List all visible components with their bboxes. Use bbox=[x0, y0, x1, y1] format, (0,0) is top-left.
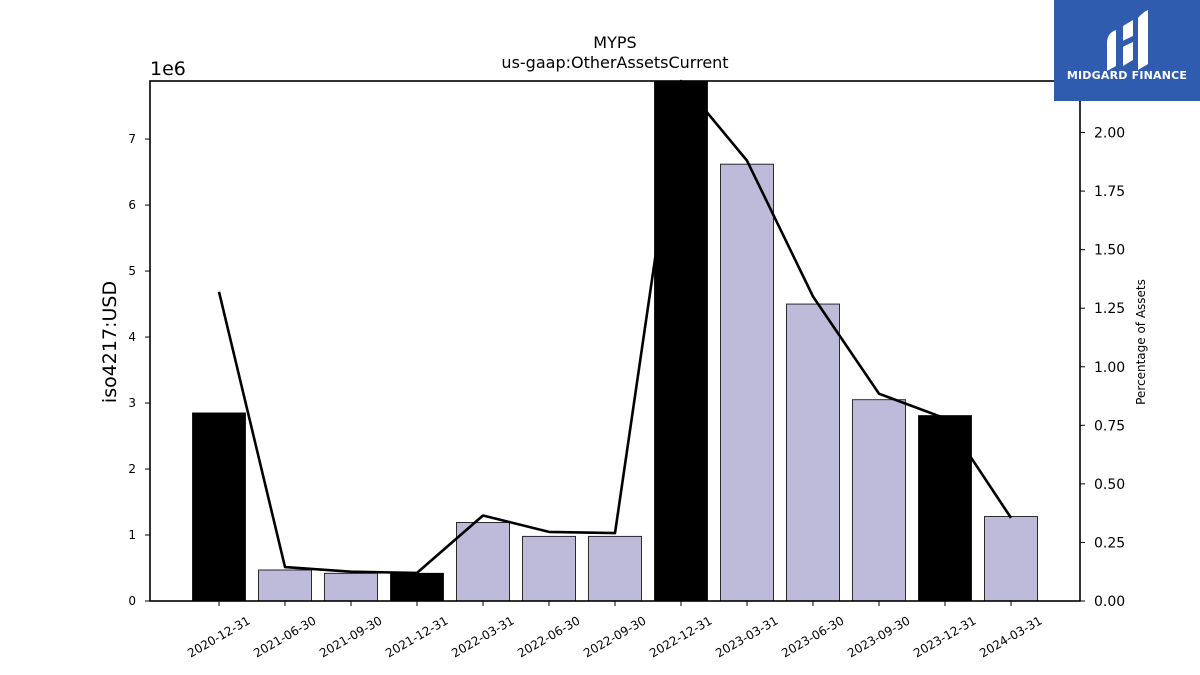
x-tick-label-1: 2021-06-30 bbox=[251, 613, 318, 660]
bar-2021-12-31 bbox=[390, 572, 444, 602]
y2-tick-label-3: 0.75 bbox=[1094, 418, 1125, 434]
x-tick-label-11: 2023-12-31 bbox=[911, 613, 978, 660]
x-tick-label-10: 2023-09-30 bbox=[845, 613, 912, 660]
bar-2021-09-30 bbox=[324, 572, 378, 602]
bar-2020-12-31 bbox=[192, 412, 246, 602]
midgard-finance-logo: MIDGARD FINANCE bbox=[1054, 0, 1200, 101]
y2-axis-label: Percentage of Assets bbox=[1134, 279, 1148, 405]
bar-2023-06-30 bbox=[786, 303, 840, 602]
x-tick-label-2: 2021-09-30 bbox=[317, 613, 384, 660]
bar-2024-03-31 bbox=[984, 516, 1038, 602]
bar-2022-03-31 bbox=[456, 522, 510, 602]
percentage-line bbox=[217, 79, 1013, 575]
x-tick-label-7: 2022-12-31 bbox=[647, 613, 714, 660]
y2-tick-label-2: 0.50 bbox=[1094, 477, 1125, 493]
bar-2023-09-30 bbox=[852, 399, 906, 602]
x-tick-label-6: 2022-09-30 bbox=[581, 613, 648, 660]
chart-title: MYPS bbox=[593, 33, 636, 52]
x-tick-label-12: 2024-03-31 bbox=[977, 613, 1044, 660]
x-tick-label-8: 2023-03-31 bbox=[713, 613, 780, 660]
bar-2023-03-31 bbox=[720, 163, 774, 602]
y2-tick-label-7: 1.75 bbox=[1094, 184, 1125, 200]
bars-layer bbox=[192, 80, 1038, 602]
y-tick-label-2: 2 bbox=[128, 462, 136, 476]
logo-mark-icon bbox=[1107, 10, 1148, 71]
bar-2021-06-30 bbox=[258, 569, 312, 602]
y-tick-label-7: 7 bbox=[128, 132, 136, 146]
y-offset-label: 1e6 bbox=[150, 58, 186, 80]
bar-2022-09-30 bbox=[588, 535, 642, 602]
x-tick-label-4: 2022-03-31 bbox=[449, 613, 516, 660]
y2-tick-label-5: 1.25 bbox=[1094, 301, 1125, 317]
y2-tick-label-8: 2.00 bbox=[1094, 126, 1125, 142]
y-tick-label-6: 6 bbox=[128, 198, 136, 212]
x-tick-label-3: 2021-12-31 bbox=[383, 613, 450, 660]
logo-text: MIDGARD FINANCE bbox=[1066, 69, 1188, 82]
y-tick-label-3: 3 bbox=[128, 396, 136, 410]
x-tick-label-0: 2020-12-31 bbox=[185, 613, 252, 660]
y2-tick-label-0: 0.00 bbox=[1094, 594, 1125, 610]
y2-tick-label-6: 1.50 bbox=[1094, 243, 1125, 259]
y2-tick-label-4: 1.00 bbox=[1094, 360, 1125, 376]
y-tick-label-0: 0 bbox=[128, 594, 136, 608]
x-tick-label-5: 2022-06-30 bbox=[515, 613, 582, 660]
line-layer bbox=[217, 79, 1013, 575]
bar-2022-06-30 bbox=[522, 535, 576, 602]
y-axis-label: iso4217:USD bbox=[99, 281, 121, 403]
y-tick-label-5: 5 bbox=[128, 264, 136, 278]
chart-subtitle: us-gaap:OtherAssetsCurrent bbox=[501, 53, 728, 72]
x-tick-label-9: 2023-06-30 bbox=[779, 613, 846, 660]
bar-2022-12-31 bbox=[654, 80, 708, 602]
y2-tick-label-1: 0.25 bbox=[1094, 535, 1125, 551]
y-tick-label-1: 1 bbox=[128, 528, 136, 542]
y-tick-label-4: 4 bbox=[128, 330, 136, 344]
bar-2023-12-31 bbox=[918, 415, 972, 602]
